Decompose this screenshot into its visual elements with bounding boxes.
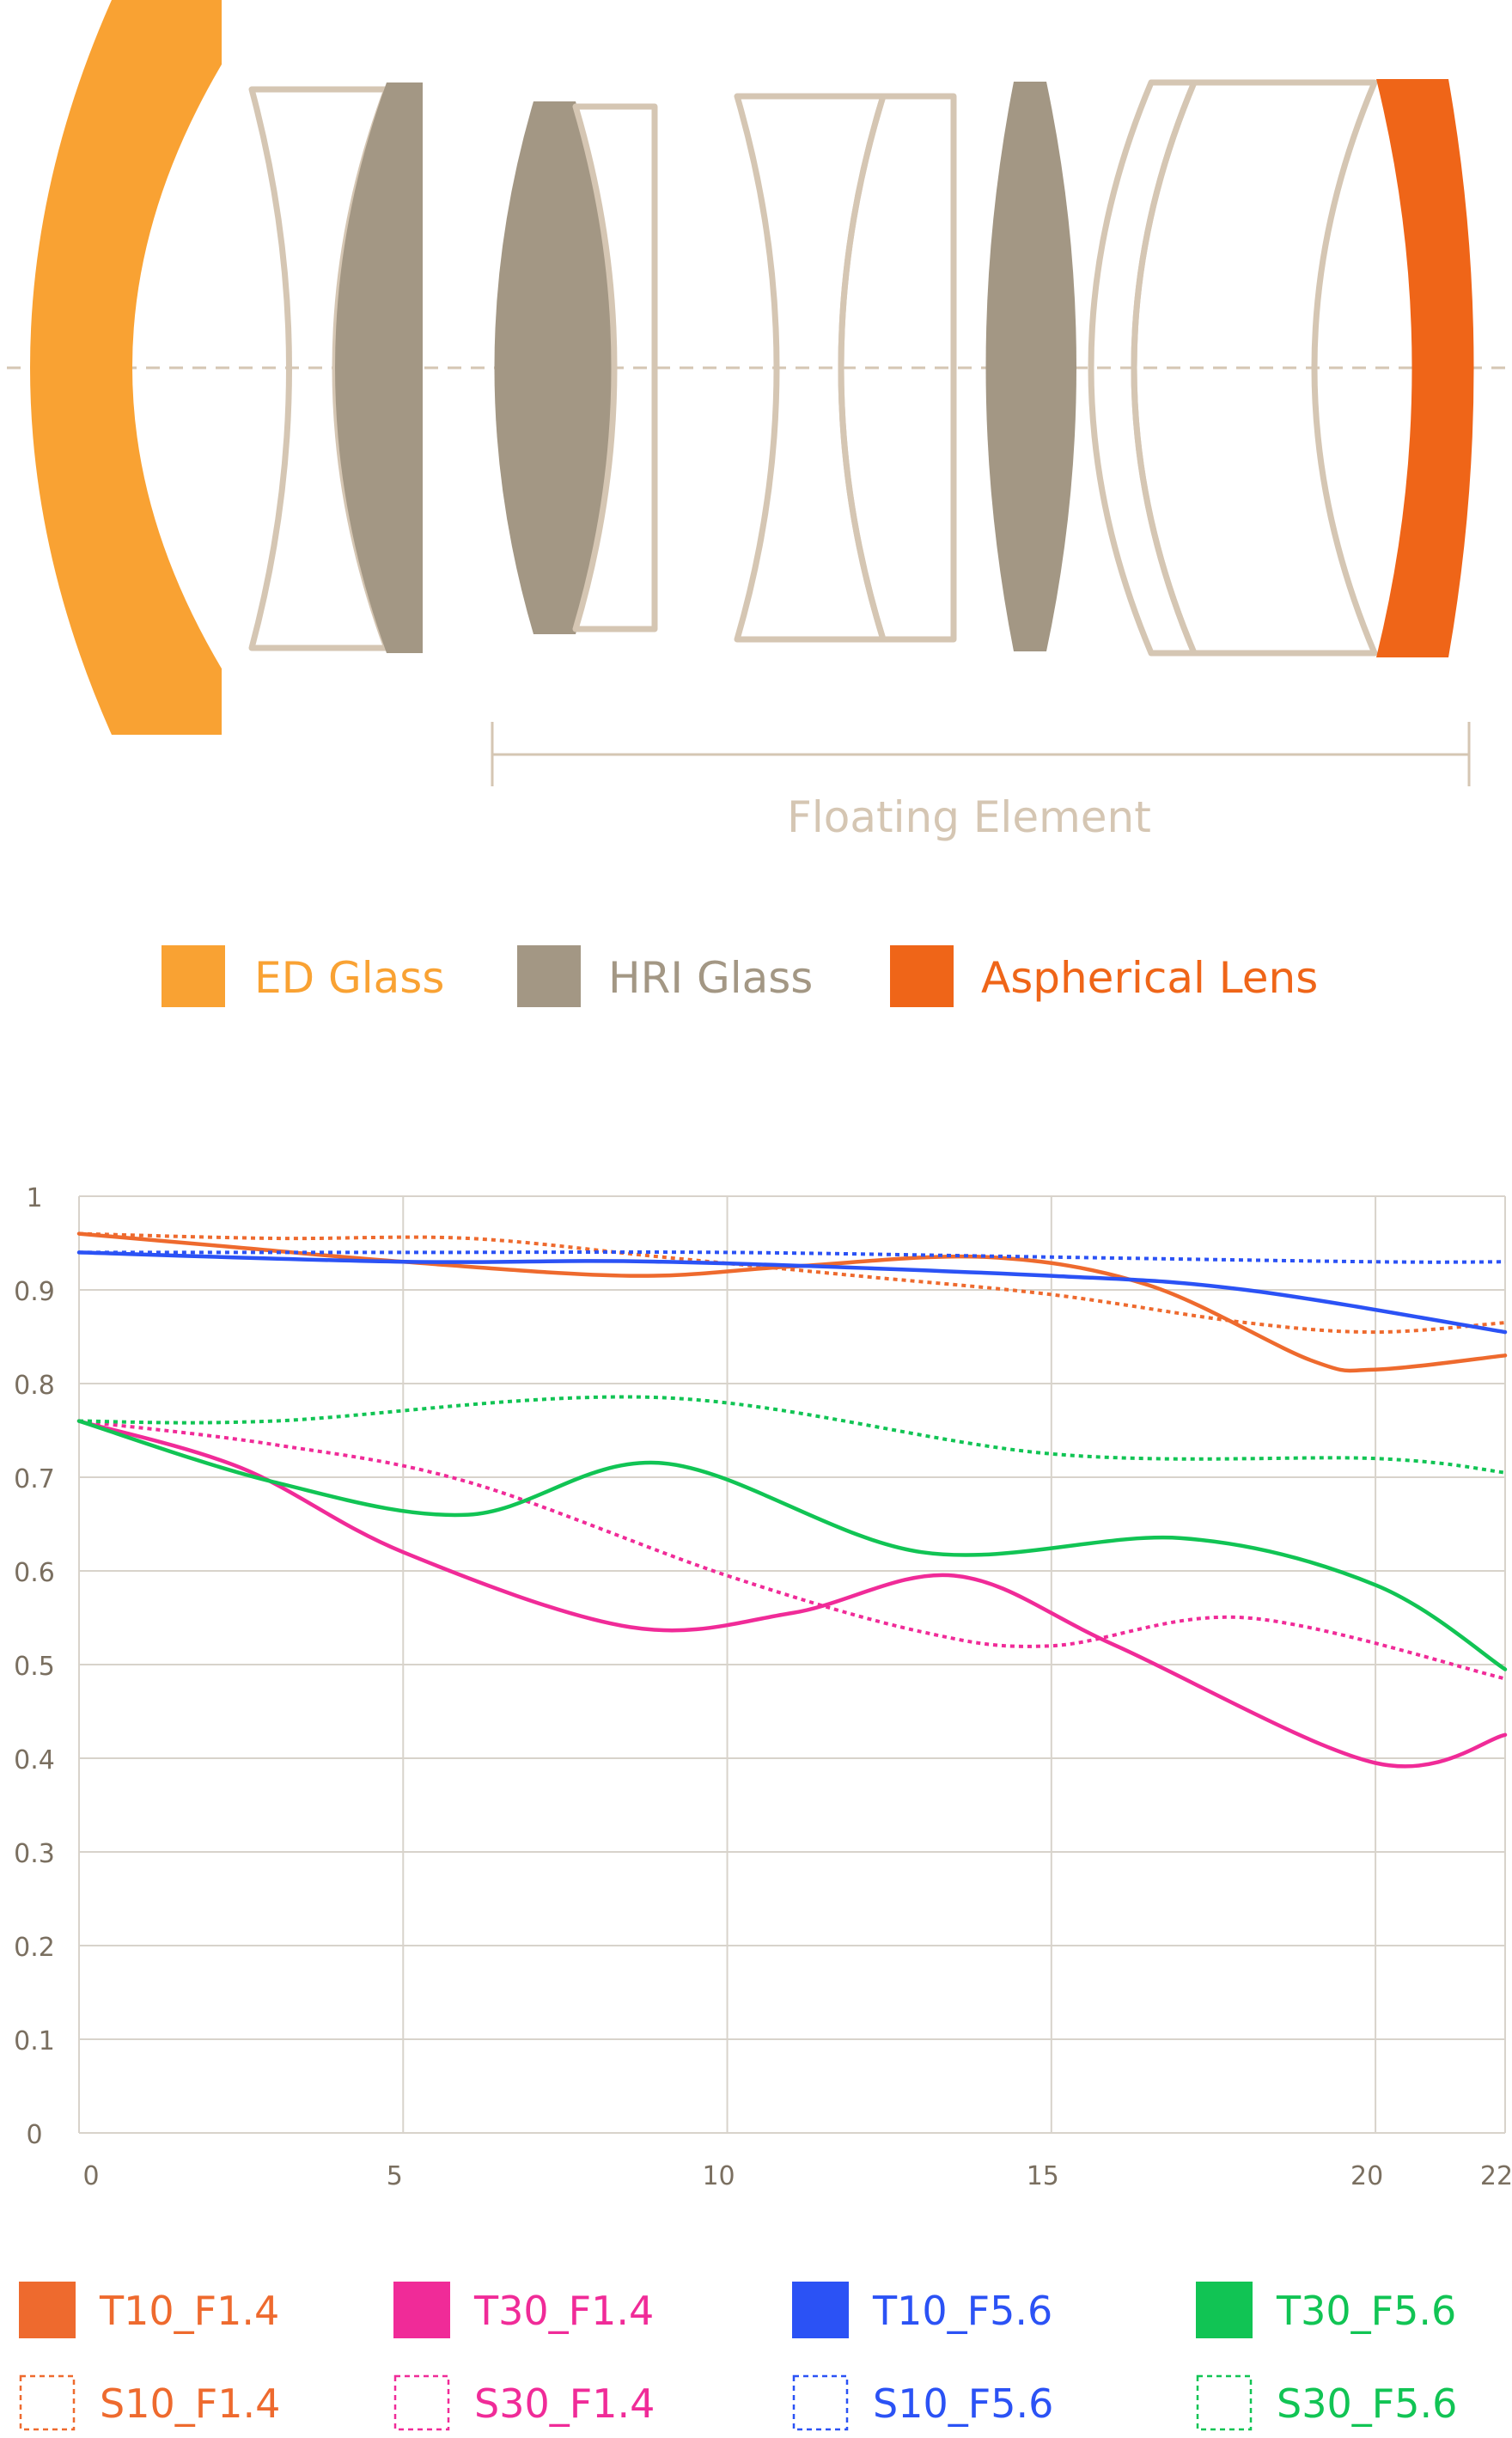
y-tick-label: 0.6	[14, 1558, 55, 1588]
x-axis-ticks: 0 5 10 15 20 22	[82, 2161, 1512, 2191]
floating-element-label: Floating Element	[787, 792, 1151, 842]
legend-swatch-s30-f5-6	[1196, 2374, 1253, 2431]
legend-swatch-s30-f1-4	[393, 2374, 450, 2431]
lens-element-aspherical	[1376, 79, 1474, 657]
legend-label-s10-f5-6: S10_F5.6	[873, 2380, 1053, 2427]
series-line-t30-f1-4	[76, 1419, 1508, 1769]
y-tick-label: 0.1	[14, 2026, 55, 2056]
lens-element-hri-glass-2	[494, 101, 614, 634]
x-tick-label: 0	[82, 2161, 99, 2191]
series-line-s30-f1-4	[78, 1419, 1506, 1681]
y-tick-label: 0.5	[14, 1652, 55, 1682]
lens-element-outline-4	[838, 93, 957, 643]
legend-swatch-t10-f1-4	[19, 2282, 76, 2338]
legend-swatch-s10-f5-6	[792, 2374, 849, 2431]
series-line-t10-f5-6	[76, 1250, 1508, 1335]
y-tick-label: 0.2	[14, 1933, 55, 1963]
legend-label-hri-glass: HRI Glass	[608, 953, 813, 1003]
y-tick-label: 0.9	[14, 1277, 55, 1307]
x-tick-label: 5	[387, 2161, 403, 2191]
legend-label-s30-f5-6: S30_F5.6	[1277, 2380, 1457, 2427]
series-line-s30-f5-6	[78, 1395, 1506, 1475]
y-tick-label: 0.7	[14, 1464, 55, 1494]
x-tick-label: 15	[1027, 2161, 1059, 2191]
lens-element-outline-6	[1131, 79, 1378, 657]
legend-label-ed-glass: ED Glass	[254, 953, 444, 1003]
x-tick-label: 22	[1480, 2161, 1512, 2191]
lens-element-hri-glass-3	[985, 82, 1076, 651]
legend-swatch-aspherical-lens	[890, 945, 954, 1007]
legend-swatch-t30-f1-4	[393, 2282, 450, 2338]
lens-element-hri-glass-1	[335, 82, 423, 653]
legend-swatch-s10-f1-4	[19, 2374, 76, 2431]
lens-element-outline-2	[572, 103, 658, 632]
legend-swatch-hri-glass	[517, 945, 581, 1007]
lens-element-ed-glass	[30, 0, 222, 735]
legend-swatch-t10-f5-6	[792, 2282, 849, 2338]
series-line-t30-f5-6	[76, 1419, 1508, 1671]
legend-label-s10-f1-4: S10_F1.4	[100, 2380, 280, 2427]
series-line-s10-f5-6	[78, 1250, 1506, 1264]
y-tick-label: 0	[26, 2120, 42, 2150]
mtf-chart: 0 0.1 0.2 0.3 0.4 0.5 0.6 0.7 0.8 0.9 1 0 5 10 15 20 22…	[14, 1183, 1512, 2431]
x-tick-label: 20	[1350, 2161, 1383, 2191]
floating-element-bracket	[491, 722, 1471, 786]
legend-label-t30-f5-6: T30_F5.6	[1276, 2288, 1456, 2334]
legend-swatch-ed-glass	[162, 945, 225, 1007]
legend-label-t10-f5-6: T10_F5.6	[872, 2288, 1052, 2334]
y-axis-ticks: 0 0.1 0.2 0.3 0.4 0.5 0.6 0.7 0.8 0.9 1	[14, 1183, 55, 2150]
lens-diagram: Floating Element ED Glass HRI Glass Asph…	[7, 0, 1505, 1007]
legend-label-s30-f1-4: S30_F1.4	[474, 2380, 655, 2427]
y-tick-label: 0.4	[14, 1745, 55, 1775]
legend-label-t30-f1-4: T30_F1.4	[473, 2288, 654, 2334]
chart-grid	[78, 1195, 1506, 2134]
series-line-s10-f1-4	[78, 1231, 1506, 1335]
series-line-t10-f1-4	[76, 1231, 1508, 1373]
y-tick-label: 0.3	[14, 1839, 55, 1869]
legend-label-aspherical-lens: Aspherical Lens	[981, 953, 1318, 1003]
y-tick-label: 1	[26, 1183, 42, 1213]
legend-label-t10-f1-4: T10_F1.4	[99, 2288, 279, 2334]
legend-swatch-t30-f5-6	[1196, 2282, 1253, 2338]
x-tick-label: 10	[702, 2161, 735, 2191]
y-tick-label: 0.8	[14, 1371, 55, 1401]
chart-series	[76, 1231, 1508, 1769]
chart-legend: T10_F1.4 T30_F1.4 T10_F5.6 T30_F5.6 S10_F1.4…	[19, 2282, 1457, 2431]
